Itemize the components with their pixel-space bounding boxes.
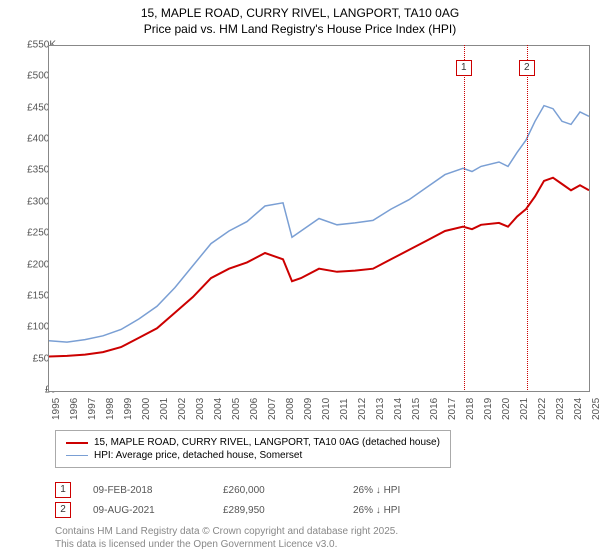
x-axis-label: 2021 xyxy=(519,398,530,420)
series-price_paid xyxy=(49,178,589,357)
x-axis-label: 2020 xyxy=(501,398,512,420)
marker-line xyxy=(464,45,465,390)
legend-item: HPI: Average price, detached house, Some… xyxy=(66,449,440,462)
x-axis-label: 2015 xyxy=(411,398,422,420)
x-axis-label: 2012 xyxy=(357,398,368,420)
x-axis-label: 2011 xyxy=(339,398,350,420)
attribution: Contains HM Land Registry data © Crown c… xyxy=(55,525,398,551)
transaction-row: 1 09-FEB-2018 £260,000 26% ↓ HPI xyxy=(55,480,433,500)
transaction-delta: 26% ↓ HPI xyxy=(353,485,433,496)
transaction-delta: 26% ↓ HPI xyxy=(353,505,433,516)
chart-title: 15, MAPLE ROAD, CURRY RIVEL, LANGPORT, T… xyxy=(0,0,600,37)
x-axis-label: 2002 xyxy=(177,398,188,420)
x-axis-label: 2001 xyxy=(159,398,170,420)
legend-item: 15, MAPLE ROAD, CURRY RIVEL, LANGPORT, T… xyxy=(66,436,440,449)
marker-box: 1 xyxy=(456,60,472,76)
x-axis-label: 1997 xyxy=(87,398,98,420)
x-axis-label: 2010 xyxy=(321,398,332,420)
x-axis-label: 2006 xyxy=(249,398,260,420)
marker-line xyxy=(527,45,528,390)
transaction-price: £289,950 xyxy=(223,505,353,516)
transaction-row: 2 09-AUG-2021 £289,950 26% ↓ HPI xyxy=(55,500,433,520)
x-axis-label: 2009 xyxy=(303,398,314,420)
x-axis-label: 2019 xyxy=(483,398,494,420)
plot-area xyxy=(48,45,590,392)
transaction-date: 09-FEB-2018 xyxy=(93,485,223,496)
transaction-price: £260,000 xyxy=(223,485,353,496)
x-axis-label: 2024 xyxy=(573,398,584,420)
x-axis-label: 2025 xyxy=(591,398,600,420)
title-line-1: 15, MAPLE ROAD, CURRY RIVEL, LANGPORT, T… xyxy=(0,6,600,22)
chart-container: 15, MAPLE ROAD, CURRY RIVEL, LANGPORT, T… xyxy=(0,0,600,560)
x-axis-label: 2013 xyxy=(375,398,386,420)
line-plot-svg xyxy=(49,46,589,391)
attribution-line: This data is licensed under the Open Gov… xyxy=(55,538,398,551)
x-axis-label: 1995 xyxy=(51,398,62,420)
x-axis-label: 2016 xyxy=(429,398,440,420)
x-axis-label: 2003 xyxy=(195,398,206,420)
x-axis-label: 1996 xyxy=(69,398,80,420)
legend-swatch xyxy=(66,442,88,444)
legend: 15, MAPLE ROAD, CURRY RIVEL, LANGPORT, T… xyxy=(55,430,451,468)
transaction-date: 09-AUG-2021 xyxy=(93,505,223,516)
x-axis-label: 2007 xyxy=(267,398,278,420)
x-axis-label: 2004 xyxy=(213,398,224,420)
x-axis-label: 2018 xyxy=(465,398,476,420)
marker-box: 2 xyxy=(519,60,535,76)
x-axis-label: 2008 xyxy=(285,398,296,420)
attribution-line: Contains HM Land Registry data © Crown c… xyxy=(55,525,398,538)
row-marker: 2 xyxy=(55,502,71,518)
x-axis-label: 2023 xyxy=(555,398,566,420)
x-axis-label: 2014 xyxy=(393,398,404,420)
x-axis-label: 1998 xyxy=(105,398,116,420)
x-axis-label: 2022 xyxy=(537,398,548,420)
row-marker: 1 xyxy=(55,482,71,498)
x-axis-label: 2005 xyxy=(231,398,242,420)
legend-label: HPI: Average price, detached house, Some… xyxy=(94,450,302,461)
x-axis-label: 1999 xyxy=(123,398,134,420)
legend-swatch xyxy=(66,455,88,457)
x-axis-label: 2000 xyxy=(141,398,152,420)
x-axis-label: 2017 xyxy=(447,398,458,420)
series-hpi xyxy=(49,106,589,343)
title-line-2: Price paid vs. HM Land Registry's House … xyxy=(0,22,600,38)
legend-label: 15, MAPLE ROAD, CURRY RIVEL, LANGPORT, T… xyxy=(94,437,440,448)
transaction-table: 1 09-FEB-2018 £260,000 26% ↓ HPI 2 09-AU… xyxy=(55,480,433,520)
